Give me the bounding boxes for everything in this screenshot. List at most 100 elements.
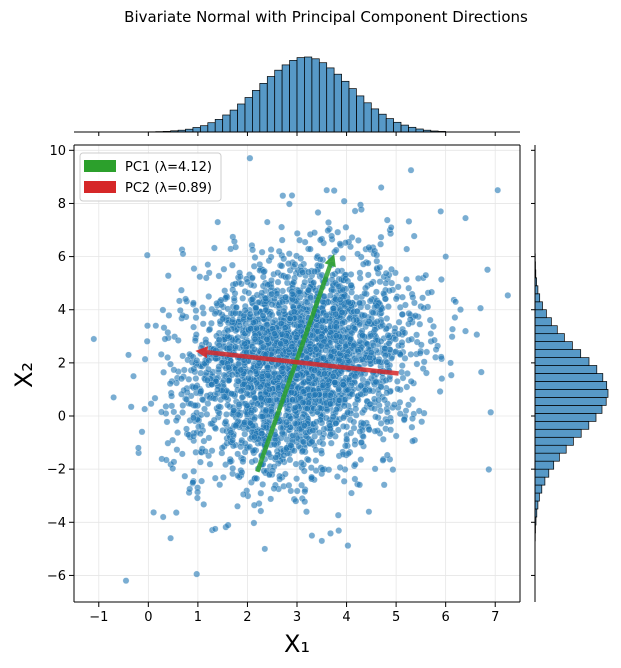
scatter-point <box>392 432 400 440</box>
scatter-point <box>340 402 348 410</box>
legend-swatch <box>84 181 116 193</box>
scatter-point <box>270 391 278 398</box>
scatter-point <box>395 318 403 326</box>
scatter-point <box>345 298 352 306</box>
marginal-x-bar <box>400 124 409 133</box>
scatter-point <box>280 307 288 315</box>
scatter-point <box>214 218 222 226</box>
scatter-point <box>279 363 287 371</box>
scatter-point <box>398 311 406 318</box>
scatter-point <box>412 312 419 320</box>
scatter-point <box>401 354 409 362</box>
scatter-point <box>436 388 444 395</box>
scatter-point <box>143 251 151 259</box>
scatter-point <box>311 268 318 275</box>
scatter-point <box>235 360 242 368</box>
scatter-point <box>292 333 300 341</box>
scatter-point <box>229 436 236 444</box>
scatter-point <box>286 200 293 208</box>
scatter-point <box>379 456 387 464</box>
scatter-point <box>258 373 266 380</box>
scatter-point <box>275 373 283 381</box>
scatter-point <box>208 381 216 388</box>
marginal-y-bar <box>534 444 567 454</box>
scatter-point <box>249 274 256 282</box>
scatter-point <box>234 337 242 345</box>
scatter-point <box>138 428 146 436</box>
scatter-point <box>164 272 172 280</box>
scatter-point <box>473 331 481 338</box>
legend-swatch <box>84 160 116 172</box>
scatter-point <box>332 332 340 340</box>
marginal-y-bar <box>534 293 541 303</box>
scatter-point <box>356 337 364 345</box>
scatter-point <box>316 256 324 263</box>
scatter-point <box>340 414 347 422</box>
scatter-point <box>243 402 251 409</box>
marginal-y-bar <box>534 349 582 358</box>
scatter-point <box>157 351 165 358</box>
axes: −1 0 1 2 3 4 5 6 7 −6 −4 −2 0 2 4 6 8 10 <box>47 144 521 625</box>
scatter-point <box>331 379 339 386</box>
scatter-point <box>377 240 384 248</box>
scatter-point <box>373 288 380 296</box>
scatter-point <box>365 244 373 251</box>
scatter-point <box>214 386 221 394</box>
scatter-point <box>327 439 335 447</box>
scatter-point <box>268 290 276 298</box>
scatter-point <box>220 474 227 481</box>
scatter-point <box>303 508 310 516</box>
scatter-point <box>250 501 258 509</box>
scatter-point <box>298 481 305 489</box>
scatter-point <box>383 315 391 322</box>
scatter-point <box>250 319 257 326</box>
scatter-point <box>125 351 132 359</box>
scatter-point <box>335 283 342 290</box>
scatter-point <box>356 428 364 435</box>
scatter-point <box>280 451 288 459</box>
scatter-point <box>413 331 420 339</box>
scatter-point <box>326 422 334 430</box>
scatter-point <box>150 509 157 516</box>
scatter-point <box>360 260 367 268</box>
scatter-point <box>342 223 350 231</box>
scatter-point <box>422 271 430 279</box>
scatter-point <box>234 411 242 418</box>
scatter-point <box>447 359 454 367</box>
marginal-x-bar <box>289 60 298 133</box>
y-axis-label: X₂ <box>10 362 38 388</box>
scatter-point <box>285 481 293 489</box>
marginal-y-bar <box>534 325 558 335</box>
scatter-point <box>211 474 219 482</box>
scatter-point <box>354 250 361 258</box>
scatter-point <box>328 232 335 240</box>
scatter-point <box>263 218 271 226</box>
scatter-point <box>198 477 205 485</box>
marginal-x-bar <box>378 113 387 133</box>
scatter-point <box>258 289 266 297</box>
scatter-point <box>371 405 378 413</box>
scatter-point <box>288 192 296 199</box>
scatter-point <box>264 372 272 379</box>
scatter-point <box>256 261 264 268</box>
scatter-point <box>192 307 200 314</box>
scatter-point <box>278 236 286 244</box>
marginal-x-histogram <box>74 56 520 136</box>
x-tick-label: 4 <box>342 610 350 625</box>
scatter-point <box>210 416 218 424</box>
scatter-point <box>278 330 286 338</box>
scatter-point <box>319 440 327 448</box>
marginal-x-bar <box>281 64 290 133</box>
scatter-point <box>277 434 285 442</box>
scatter-point <box>185 375 193 383</box>
marginal-x-bar <box>214 119 223 133</box>
scatter-point <box>367 280 375 288</box>
scatter-point <box>405 218 413 225</box>
scatter-point <box>357 456 365 463</box>
scatter-point <box>367 332 375 340</box>
scatter-point <box>319 317 327 324</box>
scatter-point <box>287 441 295 449</box>
scatter-point <box>383 389 391 397</box>
scatter-point <box>432 353 439 361</box>
scatter-point <box>358 439 365 446</box>
